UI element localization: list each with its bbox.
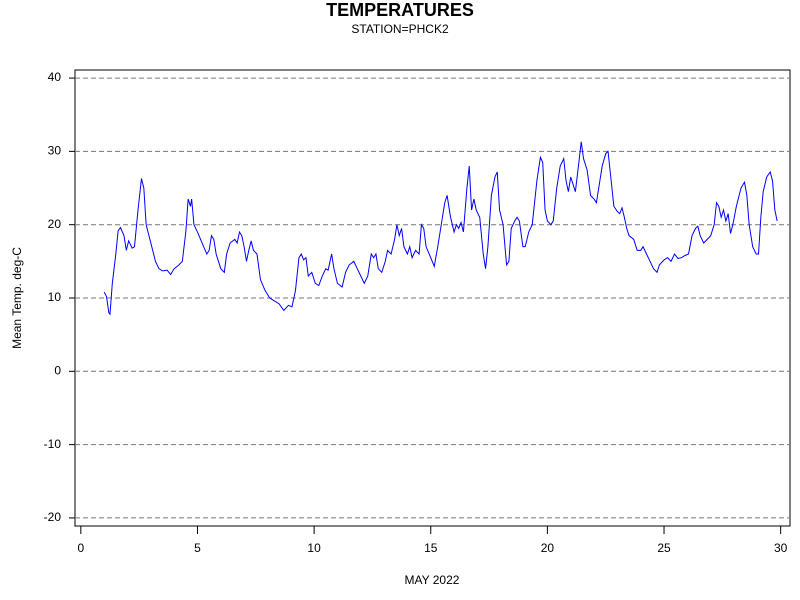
temperature-line [103,141,778,316]
y-tick-label: 0 [54,363,61,377]
y-tick-label: 30 [48,144,62,158]
x-axis-label: MAY 2022 [405,573,460,587]
y-axis-label: Mean Temp. deg-C [10,247,24,349]
x-tick-label: 5 [194,541,201,555]
x-tick-label: 0 [77,541,84,555]
x-tick-label: 25 [657,541,671,555]
x-tick-label: 15 [424,541,438,555]
x-tick-label: 30 [774,541,788,555]
chart-subtitle: STATION=PHCK2 [351,22,449,36]
y-tick-label: 40 [48,70,62,84]
y-tick-label: -10 [44,437,62,451]
y-tick-label: 20 [48,217,62,231]
y-tick-label: 10 [48,290,62,304]
chart-title: TEMPERATURES [326,0,474,20]
x-tick-label: 10 [307,541,321,555]
x-tick-label: 20 [541,541,555,555]
y-tick-label: -20 [44,510,62,524]
